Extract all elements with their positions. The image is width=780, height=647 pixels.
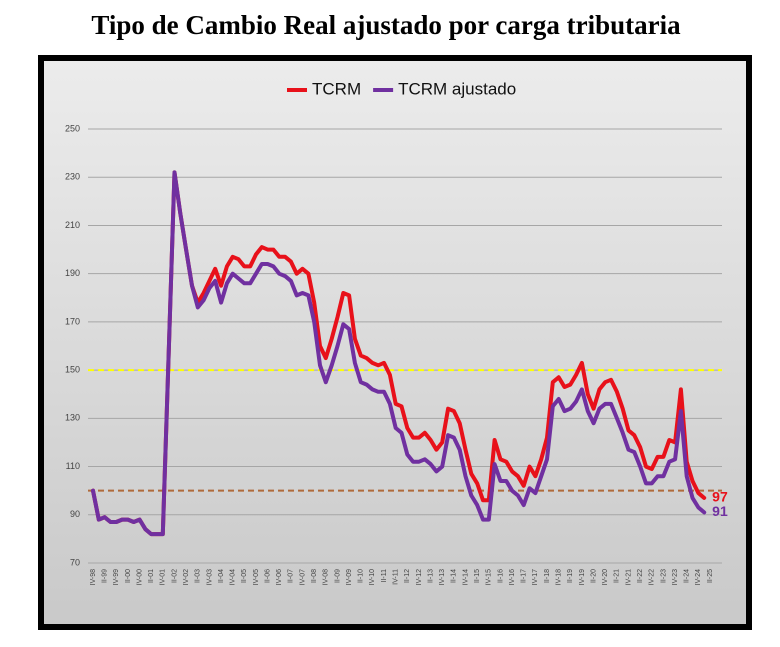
y-tick-label: 110 bbox=[66, 461, 80, 471]
x-tick-label: IV-98 bbox=[90, 569, 97, 585]
x-tick-label: IV-99 bbox=[113, 569, 120, 585]
x-tick-label: IV-20 bbox=[602, 569, 609, 585]
x-tick-label: IV-23 bbox=[672, 569, 679, 585]
legend-label: TCRM ajustado bbox=[398, 79, 516, 98]
x-tick-label: II-02 bbox=[171, 569, 178, 583]
x-tick-label: II-18 bbox=[544, 569, 551, 583]
y-tick-label: 70 bbox=[70, 557, 80, 567]
chart-title: Tipo de Cambio Real ajustado por carga t… bbox=[91, 10, 681, 40]
y-tick-label: 230 bbox=[65, 172, 80, 182]
x-tick-label: IV-04 bbox=[230, 569, 237, 585]
x-tick-label: IV-17 bbox=[532, 569, 539, 585]
x-tick-label: II-17 bbox=[521, 569, 528, 583]
x-tick-label: IV-19 bbox=[579, 569, 586, 585]
x-tick-label: II-25 bbox=[707, 569, 714, 583]
y-tick-label: 170 bbox=[65, 316, 80, 326]
x-tick-label: II-08 bbox=[311, 569, 318, 583]
y-tick-label: 150 bbox=[65, 364, 80, 374]
x-tick-label: IV-03 bbox=[206, 569, 213, 585]
y-tick-label: 250 bbox=[65, 123, 80, 133]
x-tick-label: II-22 bbox=[637, 569, 644, 583]
x-tick-label: IV-22 bbox=[649, 569, 656, 585]
x-tick-label: II-01 bbox=[148, 569, 155, 583]
x-tick-label: IV-13 bbox=[439, 569, 446, 585]
x-tick-label: II-03 bbox=[195, 569, 202, 583]
x-tick-label: IV-02 bbox=[183, 569, 190, 585]
x-tick-label: IV-18 bbox=[556, 569, 563, 585]
chart-frame bbox=[38, 55, 752, 630]
x-tick-label: IV-11 bbox=[393, 569, 400, 585]
y-tick-label: 90 bbox=[70, 509, 80, 519]
x-tick-label: II-06 bbox=[264, 569, 271, 583]
x-tick-label: IV-14 bbox=[462, 569, 469, 585]
x-tick-label: II-99 bbox=[101, 569, 108, 583]
x-tick-label: IV-07 bbox=[299, 569, 306, 585]
x-tick-label: II-20 bbox=[590, 569, 597, 583]
x-tick-label: II-21 bbox=[614, 569, 621, 583]
x-tick-label: IV-05 bbox=[253, 569, 260, 585]
end-value-label: 91 bbox=[712, 503, 728, 519]
x-tick-label: IV-01 bbox=[160, 569, 167, 585]
y-tick-label: 190 bbox=[65, 268, 80, 278]
x-tick-label: II-15 bbox=[474, 569, 481, 583]
x-tick-label: IV-00 bbox=[136, 569, 143, 585]
x-tick-label: IV-08 bbox=[323, 569, 330, 585]
x-tick-label: IV-12 bbox=[416, 569, 423, 585]
x-tick-label: II-13 bbox=[427, 569, 434, 583]
x-tick-label: II-05 bbox=[241, 569, 248, 583]
x-tick-label: II-09 bbox=[334, 569, 341, 583]
x-tick-label: IV-24 bbox=[695, 569, 702, 585]
x-tick-label: IV-06 bbox=[276, 569, 283, 585]
x-tick-label: II-16 bbox=[497, 569, 504, 583]
x-tick-label: II-23 bbox=[660, 569, 667, 583]
x-tick-label: II-10 bbox=[358, 569, 365, 583]
y-tick-label: 210 bbox=[65, 220, 80, 230]
x-tick-label: II-07 bbox=[288, 569, 295, 583]
y-tick-label: 130 bbox=[65, 413, 80, 423]
end-value-label: 97 bbox=[712, 489, 728, 505]
series-line bbox=[91, 170, 707, 537]
x-tick-label: II-12 bbox=[404, 569, 411, 583]
x-tick-label: IV-16 bbox=[509, 569, 516, 585]
x-tick-label: IV-09 bbox=[346, 569, 353, 585]
x-tick-label: II-04 bbox=[218, 569, 225, 583]
x-tick-label: II-11 bbox=[381, 569, 388, 583]
x-tick-label: II-14 bbox=[451, 569, 458, 583]
x-tick-label: IV-10 bbox=[369, 569, 376, 585]
legend-label: TCRM bbox=[312, 79, 361, 98]
x-tick-label: II-19 bbox=[567, 569, 574, 583]
x-tick-label: II-00 bbox=[125, 569, 132, 583]
x-tick-label: II-24 bbox=[684, 569, 691, 583]
x-tick-label: IV-15 bbox=[486, 569, 493, 585]
x-tick-label: IV-21 bbox=[625, 569, 632, 585]
